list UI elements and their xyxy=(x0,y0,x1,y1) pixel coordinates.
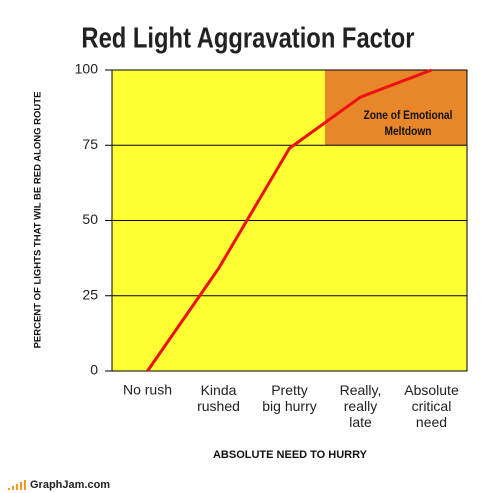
y-tick-label: 75 xyxy=(82,136,98,152)
logo-bar xyxy=(12,486,14,490)
y-tick-label: 0 xyxy=(90,362,98,378)
x-tick-label: No rush xyxy=(123,382,172,398)
logo-bar xyxy=(24,480,26,490)
y-tick-label: 25 xyxy=(82,286,98,302)
line xyxy=(146,68,433,372)
y-axis-title: PERCENT OF LIGHTS THAT WIL BE RED ALONG … xyxy=(33,92,44,349)
x-tick-label: Really, really late xyxy=(340,382,382,430)
x-tick-label: Pretty big hurry xyxy=(262,382,316,414)
y-tick-label: 100 xyxy=(75,61,99,77)
plot-border xyxy=(111,69,468,372)
logo-bar xyxy=(20,482,22,490)
zone-label: Zone of Emotional Meltdown xyxy=(364,109,453,138)
footer: GraphJam.com xyxy=(8,479,110,491)
logo-bar xyxy=(8,488,10,490)
y-tick-label: 50 xyxy=(82,211,98,227)
x-tick-label: Kinda rushed xyxy=(197,382,240,414)
chart-title: Red Light Aggravation Factor xyxy=(81,21,414,54)
logo-bar xyxy=(16,484,18,490)
footer-site: GraphJam.com xyxy=(30,479,110,491)
x-tick-label: Absolute critical need xyxy=(404,382,459,430)
x-axis-title: ABSOLUTE NEED TO HURRY xyxy=(213,449,368,461)
